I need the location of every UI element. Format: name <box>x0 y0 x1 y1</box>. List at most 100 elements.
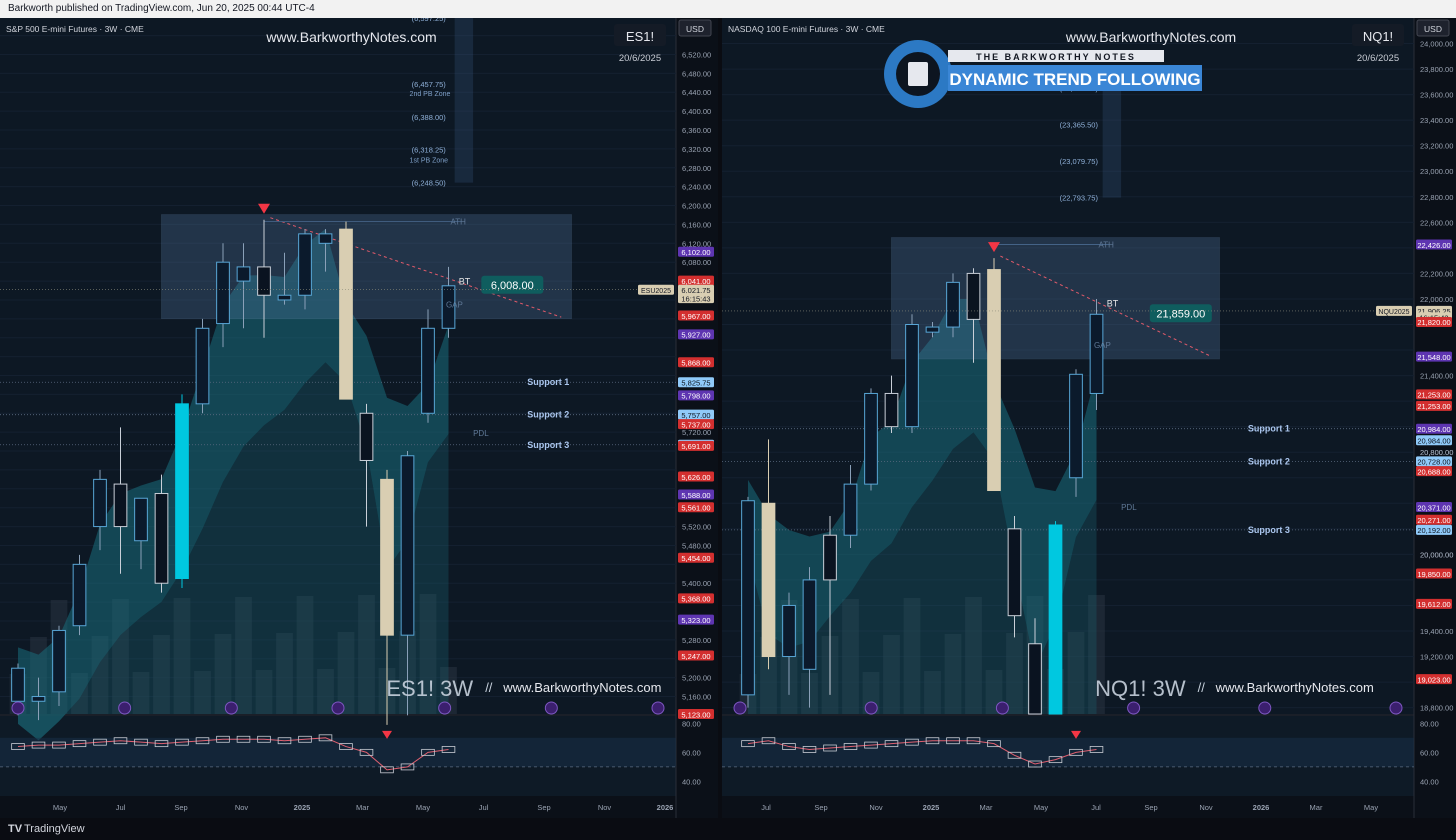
time-axis-label: Jul <box>1091 803 1101 812</box>
oscillator-tick: 80.00 <box>1420 719 1439 728</box>
price-marker-purple <box>1416 351 1452 362</box>
oscillator-candle <box>318 734 333 742</box>
caption-url: www.BarkworthyNotes.com <box>1215 680 1374 695</box>
price-marker-last <box>678 284 714 295</box>
logo-line2: DYNAMIC TREND FOLLOWING <box>949 70 1200 89</box>
candle-body <box>864 392 878 485</box>
currency-box <box>678 19 712 37</box>
price-marker-label: 19,612.00 <box>1417 600 1450 609</box>
price-marker-red <box>1416 674 1452 685</box>
notepad-icon <box>908 62 928 86</box>
volume-bar <box>358 595 375 714</box>
oscillator-candle <box>966 737 981 745</box>
pb-zone-label: 2nd PB Zone <box>410 91 451 98</box>
candle-body <box>421 327 435 414</box>
price-axis-tick: 6,320.00 <box>682 145 711 154</box>
oscillator-candle <box>72 740 87 748</box>
caption-symbol: ES1! 3W <box>386 676 473 701</box>
price-marker-red <box>1416 389 1452 400</box>
signal-marker-icon <box>11 701 25 715</box>
time-axis-label: 2026 <box>1253 803 1270 812</box>
time-axis-label: Nov <box>869 803 883 812</box>
oscillator-tick: 40.00 <box>1420 777 1439 786</box>
volume-bar <box>419 594 437 714</box>
candle-body <box>1089 313 1104 394</box>
caption-url: www.BarkworthyNotes.com <box>502 680 661 695</box>
candle-body <box>93 478 107 528</box>
fib-level-label: (6,597.25) <box>412 18 447 23</box>
oscillator-candle <box>339 743 353 750</box>
candle-body <box>175 403 189 580</box>
price-marker-purple <box>678 489 714 500</box>
dual-chart-canvas[interactable]: (6,597.25) (6,457.75) (6,388.00) (6,318.25)… <box>0 18 1456 818</box>
price-marker-label: 20,688.00 <box>1417 467 1450 476</box>
sell-signal-marker-icon <box>258 203 270 214</box>
price-marker-label: 5,123.00 <box>681 710 710 719</box>
candle-body <box>236 266 251 282</box>
oscillator-candle <box>134 738 148 746</box>
fib-level-label: (22,793.75) <box>1060 194 1099 203</box>
price-marker-label: 6,041.00 <box>681 277 710 286</box>
price-marker-label: 20,271.00 <box>1417 516 1450 525</box>
price-axis-tick: 18,800.00 <box>1420 704 1453 713</box>
candle-body <box>318 233 333 244</box>
symbol-label: NQ1! <box>1363 29 1393 44</box>
candle-body <box>1048 524 1063 715</box>
currency-label: USD <box>1424 24 1442 34</box>
price-marker-label: 5,247.00 <box>681 652 710 661</box>
candle-body <box>72 563 87 627</box>
signal-marker-icon <box>651 701 665 715</box>
oscillator-line <box>17 737 449 771</box>
publish-text: Barkworth published on TradingView.com, … <box>8 3 315 14</box>
annotation-ath: ATH <box>1099 241 1115 250</box>
ema-band-lower <box>18 362 449 741</box>
contract-tag <box>638 284 674 295</box>
fib-level-label: (6,457.75) <box>412 80 447 89</box>
candle-body <box>31 696 46 702</box>
oscillator-candle <box>741 740 755 748</box>
price-axis-tick: 5,400.00 <box>682 579 711 588</box>
signal-marker-icon <box>544 701 558 715</box>
price-marker-blue <box>678 377 714 388</box>
oscillator-candle <box>93 738 107 746</box>
price-marker-red <box>678 502 714 513</box>
time-axis-label: Mar <box>980 803 993 812</box>
annotation-gap: GAP <box>1094 341 1111 350</box>
price-axis-tick: 23,600.00 <box>1420 91 1453 100</box>
price-axis-tick: 20,000.00 <box>1420 550 1453 559</box>
price-axis-tick: 5,480.00 <box>682 541 711 550</box>
candle-body <box>905 323 919 428</box>
oscillator-candle <box>31 741 46 749</box>
price-marker-red <box>1416 598 1452 609</box>
price-axis-tick: 22,600.00 <box>1420 218 1453 227</box>
watermark-top: www.BarkworthyNotes.com <box>1065 29 1236 45</box>
price-axis-tick: 6,080.00 <box>682 258 711 267</box>
currency-box <box>1416 19 1450 37</box>
signal-marker-icon <box>1389 701 1403 715</box>
candle-body <box>782 604 796 658</box>
sell-signal-marker-icon <box>988 242 1000 253</box>
price-marker-label: 20,984.00 <box>1417 425 1450 434</box>
price-marker-red <box>678 440 714 451</box>
price-marker-red <box>678 357 714 368</box>
price-marker-label: 20,728.00 <box>1417 458 1450 467</box>
signal-marker-icon <box>1258 701 1272 715</box>
price-axis-tick: 23,000.00 <box>1420 167 1453 176</box>
candle-body <box>154 493 169 584</box>
caption-separator: // <box>1198 680 1206 695</box>
price-marker-label: 5,454.00 <box>681 554 710 563</box>
oscillator-candle <box>400 763 415 771</box>
time-axis-label: May <box>53 803 67 812</box>
time-axis-label: May <box>416 803 430 812</box>
oscillator-candle <box>1069 748 1083 756</box>
oscillator-candle <box>1028 760 1042 768</box>
time-axis-label: Sep <box>1144 803 1157 812</box>
volume-bar <box>1067 632 1085 714</box>
signal-marker-icon <box>331 701 345 715</box>
time-axis-label: Jul <box>479 803 489 812</box>
price-marker-label: 20,192.00 <box>1417 526 1450 535</box>
pb-zone-label: 1st PB Zone <box>410 157 449 164</box>
candle-body <box>52 629 66 693</box>
price-marker-red <box>678 471 714 482</box>
price-marker-label: 21,253.00 <box>1417 391 1450 400</box>
